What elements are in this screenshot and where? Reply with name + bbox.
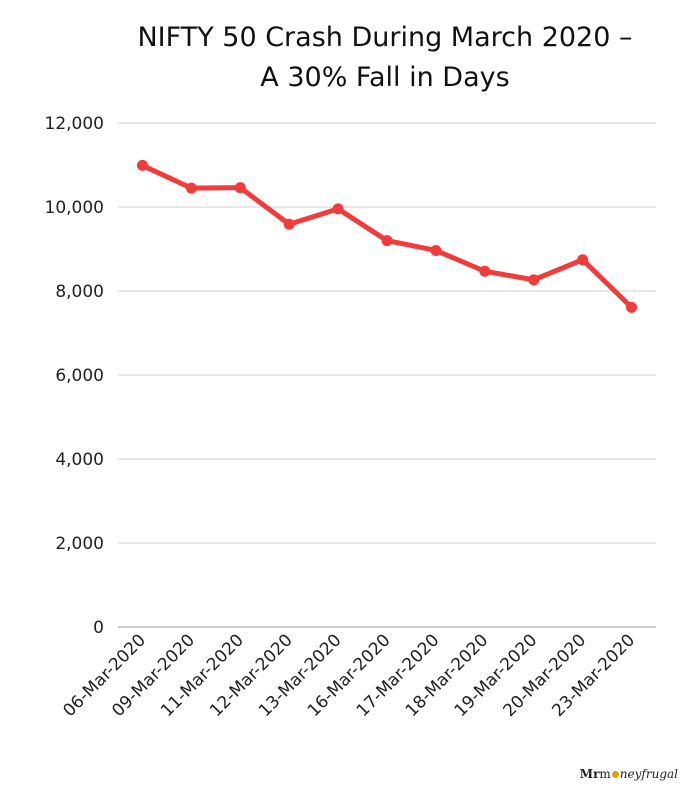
series-layer [136, 159, 638, 313]
y-tick-label: 8,000 [55, 282, 104, 302]
watermark-bold-text: Mr [579, 767, 600, 781]
y-tick-label: 2,000 [55, 534, 104, 554]
x-axis-ticks: 06-Mar-202009-Mar-202011-Mar-202012-Mar-… [59, 630, 639, 721]
data-point [234, 182, 246, 194]
y-tick-label: 0 [93, 618, 104, 638]
watermark-italic-text: neyfrugal [619, 767, 678, 781]
data-point [479, 265, 491, 277]
x-tick-label: 06-Mar-2020 [59, 630, 150, 721]
chart-title: NIFTY 50 Crash During March 2020 – A 30%… [137, 22, 632, 93]
y-tick-label: 10,000 [45, 198, 104, 218]
data-point [136, 159, 148, 171]
data-point [430, 244, 442, 256]
grid-lines [118, 122, 656, 628]
y-axis-ticks: 0 2,000 4,000 6,000 8,000 10,000 12,000 [45, 114, 104, 638]
y-tick-label: 4,000 [55, 450, 104, 470]
watermark-m-text: m [599, 767, 611, 781]
data-point [626, 301, 638, 313]
data-point [332, 203, 344, 215]
chart-title-line-2: A 30% Fall in Days [260, 62, 509, 93]
y-tick-label: 12,000 [45, 114, 104, 134]
chart-title-line-1: NIFTY 50 Crash During March 2020 – [137, 22, 632, 53]
y-tick-label: 6,000 [55, 366, 104, 386]
data-point [528, 274, 540, 286]
data-point [577, 254, 589, 266]
coin-icon [611, 771, 619, 778]
data-point [381, 235, 393, 247]
data-point [185, 182, 197, 194]
brand-watermark: Mrm neyfrugal [580, 767, 678, 781]
data-point [283, 218, 295, 230]
